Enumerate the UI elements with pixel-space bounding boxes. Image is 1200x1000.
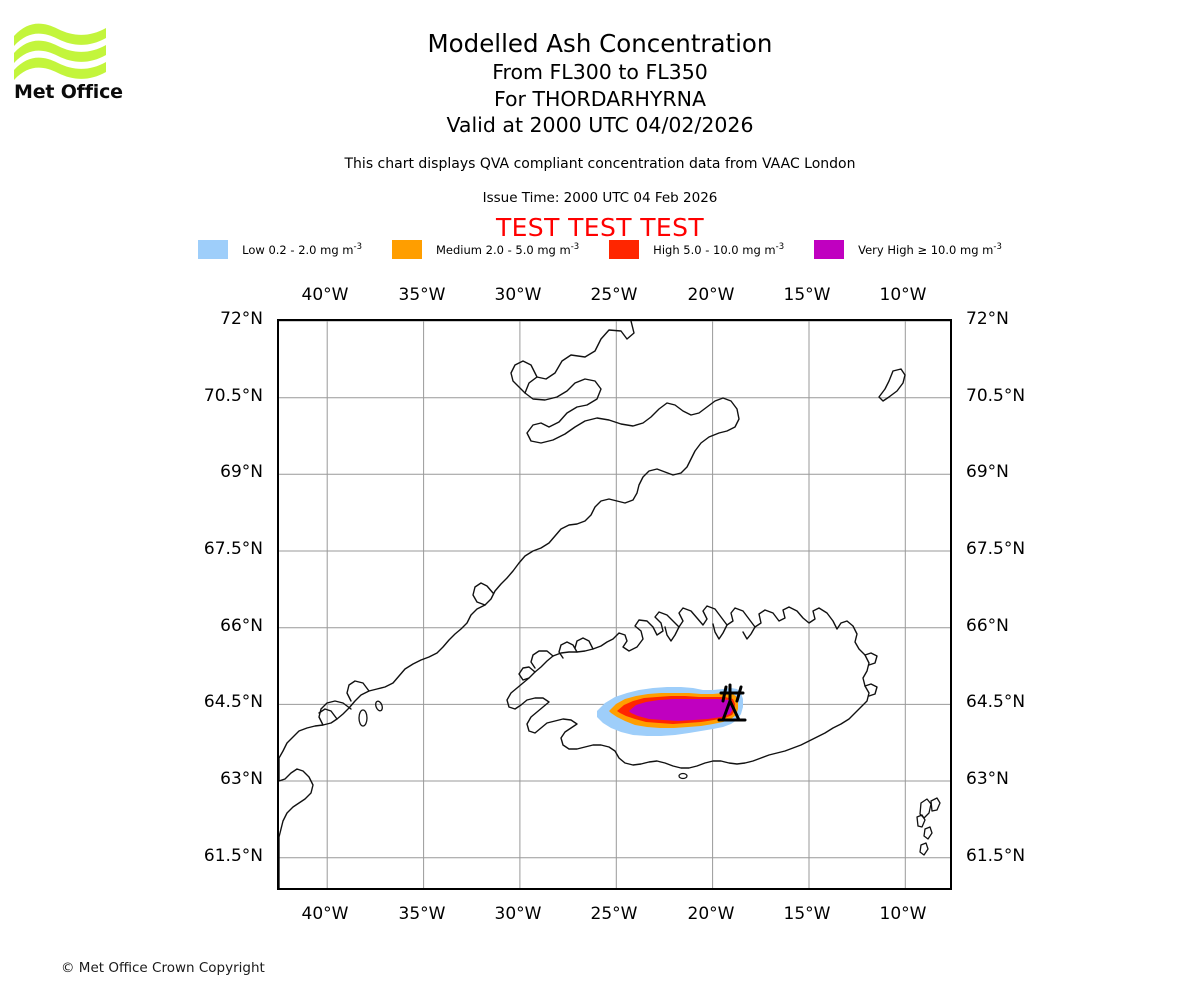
legend-swatch-high [609, 240, 640, 259]
map-frame [277, 319, 952, 890]
title-valid-time: Valid at 2000 UTC 04/02/2026 [446, 113, 754, 137]
volcano-symbol-icon [717, 683, 747, 722]
lat-label-left-63n: 63°N [220, 769, 263, 789]
lat-label-right-61p5n: 61.5°N [966, 846, 1026, 866]
lat-label-left-61p5n: 61.5°N [203, 846, 263, 866]
lat-label-left-66n: 66°N [220, 616, 263, 636]
lat-label-left-70p5n: 70.5°N [203, 386, 263, 406]
lon-label-top-15w: 15°W [783, 285, 831, 305]
lat-label-right-72n: 72°N [966, 309, 1009, 329]
lon-label-bottom-25w: 25°W [590, 904, 638, 924]
lon-label-top-40w: 40°W [301, 285, 349, 305]
legend-item-low: Low 0.2 - 2.0 mg m-3 [198, 240, 362, 259]
legend-swatch-medium [391, 240, 422, 259]
qva-note: This chart displays QVA compliant concen… [344, 156, 856, 172]
iceland-coastline [506, 605, 878, 769]
lat-label-right-66n: 66°N [966, 616, 1009, 636]
met-office-wordmark: Met Office [14, 81, 123, 103]
lat-label-right-67p5n: 67.5°N [966, 539, 1026, 559]
lon-label-bottom-30w: 30°W [494, 904, 542, 924]
lon-label-bottom-20w: 20°W [687, 904, 735, 924]
legend-item-high: High 5.0 - 10.0 mg m-3 [609, 240, 784, 259]
legend-label-high: High 5.0 - 10.0 mg m-3 [653, 242, 785, 257]
map-canvas [279, 321, 950, 888]
legend-label-medium: Medium 2.0 - 5.0 mg m-3 [435, 242, 580, 257]
lon-label-top-10w: 10°W [879, 285, 927, 305]
lon-label-bottom-40w: 40°W [301, 904, 349, 924]
legend-swatch-low [198, 240, 229, 259]
ash-contour-very-high [629, 699, 733, 721]
concentration-legend: Low 0.2 - 2.0 mg m-3 Medium 2.0 - 5.0 mg… [0, 240, 1200, 259]
lat-label-left-69n: 69°N [220, 462, 263, 482]
graticule-grid [279, 321, 950, 888]
lat-label-right-64p5n: 64.5°N [966, 692, 1026, 712]
copyright-notice: © Met Office Crown Copyright [61, 960, 265, 976]
lon-label-top-20w: 20°W [687, 285, 735, 305]
vestmannaeyjar-islands [678, 772, 688, 780]
jan-mayen-island [878, 368, 906, 402]
legend-label-low: Low 0.2 - 2.0 mg m-3 [242, 242, 362, 257]
faroe-islands [916, 797, 941, 856]
met-office-logo: Met Office [12, 22, 202, 103]
greenland-islets [358, 700, 383, 727]
lat-label-right-69n: 69°N [966, 462, 1009, 482]
lat-label-right-63n: 63°N [966, 769, 1009, 789]
lon-label-top-25w: 25°W [590, 285, 638, 305]
lat-label-left-64p5n: 64.5°N [203, 692, 263, 712]
lon-label-bottom-35w: 35°W [398, 904, 446, 924]
lon-label-bottom-10w: 10°W [879, 904, 927, 924]
legend-swatch-very-high [814, 240, 845, 259]
issue-time: Issue Time: 2000 UTC 04 Feb 2026 [482, 190, 718, 206]
ash-concentration-map: 40°W 35°W 30°W 25°W 20°W 15°W 10°W 40°W … [204, 285, 1025, 924]
lat-label-right-70p5n: 70.5°N [966, 386, 1026, 406]
legend-item-medium: Medium 2.0 - 5.0 mg m-3 [391, 240, 580, 259]
legend-label-very-high: Very High ≥ 10.0 mg m-3 [858, 242, 1002, 257]
lon-label-top-30w: 30°W [494, 285, 542, 305]
lat-label-left-72n: 72°N [220, 309, 263, 329]
lat-label-left-67p5n: 67.5°N [203, 539, 263, 559]
met-office-wave-logo-icon [14, 23, 106, 80]
legend-item-very-high: Very High ≥ 10.0 mg m-3 [814, 240, 1002, 259]
lon-label-top-35w: 35°W [398, 285, 446, 305]
test-banner: TEST TEST TEST [495, 213, 705, 242]
greenland-coastline [279, 321, 740, 888]
lon-label-bottom-15w: 15°W [783, 904, 831, 924]
